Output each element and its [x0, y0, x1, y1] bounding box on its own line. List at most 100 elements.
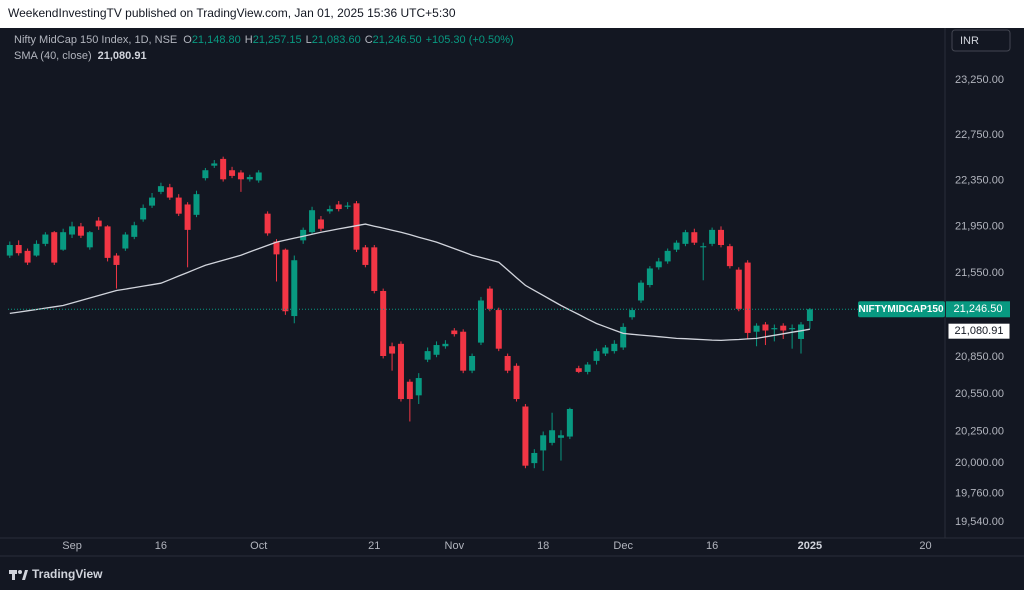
candle-body — [362, 247, 369, 265]
candle-body — [104, 226, 111, 258]
y-tick-label: 19,760.00 — [955, 488, 1004, 500]
ohlc-value: 21,246.50 — [373, 34, 422, 46]
candle-body — [557, 435, 564, 438]
top-bar — [0, 0, 1024, 28]
candle-body — [593, 351, 600, 361]
candle-body — [264, 213, 271, 234]
candle-body — [495, 310, 502, 349]
x-tick-label: Sep — [62, 540, 82, 552]
candle-body — [317, 219, 324, 229]
candle-body — [77, 226, 84, 236]
candle-body — [789, 328, 796, 330]
sma-tag-label: 21,080.91 — [955, 325, 1004, 337]
candle-body — [522, 406, 529, 466]
currency-button[interactable] — [951, 29, 1011, 52]
candle-body — [718, 229, 724, 246]
candle-body — [33, 243, 40, 256]
candle-body — [149, 197, 156, 206]
candle-body — [549, 430, 556, 443]
currency[interactable]: INR — [960, 35, 979, 47]
candle-body — [762, 324, 769, 331]
ohlc-value: 21,148.80 — [192, 34, 241, 46]
candle-body — [602, 347, 609, 354]
candle-body — [6, 245, 13, 256]
candle-body — [389, 346, 396, 354]
candle-body — [60, 232, 67, 250]
x-tick-label: Oct — [250, 540, 267, 552]
candle-body — [655, 261, 662, 268]
candle-body — [477, 300, 484, 343]
candle-body — [229, 170, 236, 176]
logo — [9, 570, 28, 580]
candle-body — [531, 452, 538, 464]
sma-line — [9, 223, 811, 342]
legend-line: Nifty MidCap 150 Index, 1D, NSE O21,148.8… — [14, 34, 514, 46]
candle-body — [753, 325, 760, 332]
candle-body — [460, 331, 467, 371]
x-tick-label: 16 — [706, 540, 718, 552]
indicator-name: SMA (40, close) — [14, 50, 92, 62]
ohlc-key: O — [183, 34, 192, 46]
candle-body — [709, 229, 716, 244]
candle-body — [451, 330, 458, 335]
candle-body — [184, 204, 191, 230]
candle-body — [273, 241, 280, 255]
candle-body — [486, 288, 493, 309]
candle-body — [237, 172, 244, 180]
ohlc-key: H — [245, 34, 253, 46]
candle-body — [15, 245, 22, 254]
candle-body — [424, 351, 431, 360]
y-tick-label: 20,000.00 — [955, 457, 1004, 469]
logo-stem — [12, 570, 15, 580]
price-tag — [946, 301, 1010, 318]
candle-body — [113, 255, 120, 265]
candle-body — [620, 326, 627, 348]
candle-body — [646, 268, 653, 286]
candle-body — [131, 225, 138, 237]
candle-body — [69, 226, 76, 235]
brand: TradingView — [32, 567, 103, 581]
x-tick-label: 16 — [155, 540, 167, 552]
price-tag-label: 21,246.50 — [954, 303, 1003, 315]
candle-body — [406, 381, 413, 400]
candle-body — [433, 345, 440, 355]
candle-body — [691, 232, 698, 243]
candle-body — [469, 355, 476, 371]
y-tick-label: 23,250.00 — [955, 74, 1004, 86]
candle-body — [335, 204, 342, 210]
x-tick-label: Dec — [613, 540, 633, 552]
candle-body — [735, 269, 742, 309]
candle-body — [166, 187, 173, 198]
candle-body — [157, 186, 164, 192]
candle-body — [291, 260, 298, 317]
sma-tag — [947, 322, 1011, 340]
change: +105.30 (+0.50%) — [426, 34, 514, 46]
logo-slash — [22, 570, 28, 580]
candle-body — [326, 209, 333, 212]
candle-body — [566, 408, 573, 437]
y-tick-label: 22,750.00 — [955, 129, 1004, 141]
ohlc-value: 21,257.15 — [253, 34, 302, 46]
candle-body — [415, 378, 422, 396]
candle-body — [442, 343, 449, 347]
candle-body — [42, 234, 49, 244]
candle-body — [611, 343, 618, 352]
symbol: Nifty MidCap 150 Index, 1D, NSE — [14, 34, 177, 46]
publisher: WeekendInvestingTV published on TradingV… — [8, 6, 456, 20]
candle-body — [726, 246, 733, 267]
y-tick-label: 20,850.00 — [955, 351, 1004, 363]
candle-body — [211, 163, 218, 166]
candle-body — [513, 365, 520, 400]
y-tick-label: 21,950.00 — [955, 220, 1004, 232]
indicator-value: 21,080.91 — [98, 50, 147, 62]
candle-body — [122, 234, 129, 249]
ohlc-key: C — [365, 34, 373, 46]
candle-body — [540, 435, 547, 451]
candle-body — [664, 250, 671, 262]
candle-body — [24, 250, 31, 263]
y-tick-label: 20,250.00 — [955, 425, 1004, 437]
candle-body — [300, 229, 307, 241]
y-tick-label: 22,350.00 — [955, 174, 1004, 186]
